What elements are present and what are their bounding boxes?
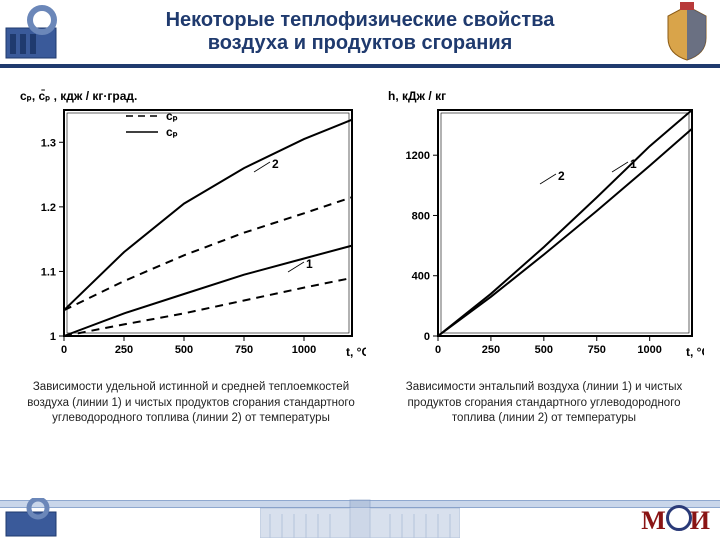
svg-text:cₚ, c̄ₚ , кдж / кг·град.: cₚ, c̄ₚ , кдж / кг·град. [20,89,137,103]
crest-logo [660,2,714,62]
svg-text:0: 0 [424,331,430,343]
mei-ring-icon [666,505,692,531]
svg-text:cₚ: cₚ [166,125,178,139]
mei-letter-m: М [641,506,668,535]
caption-left: Зависимости удельной истинной и средней … [16,380,366,427]
title-line2: воздуха и продуктов сгорания [208,32,513,54]
svg-text:1000: 1000 [637,344,661,356]
svg-text:0: 0 [61,344,67,356]
chart-cp: 0 250 500 750 1000 1 1.1 1.2 1.3 t, °C cₚ, c̄ₚ , к… [16,86,366,366]
institute-logo-footer-left [4,498,58,538]
svg-text:t, °C: t, °C [346,345,366,359]
svg-text:1: 1 [306,257,313,271]
svg-text:500: 500 [535,344,553,356]
institute-logo-left [4,4,58,60]
svg-text:2: 2 [272,157,279,171]
left-panel: 0 250 500 750 1000 1 1.1 1.2 1.3 t, °C cₚ, c̄ₚ , к… [16,86,366,492]
svg-text:250: 250 [115,344,133,356]
svg-text:1.3: 1.3 [41,137,56,149]
footer: МИ [0,494,720,540]
svg-text:t, °C: t, °C [686,345,704,359]
svg-text:400: 400 [412,271,430,283]
svg-text:500: 500 [175,344,193,356]
title-line1: Некоторые теплофизические свойства [166,9,555,31]
caption-right: Зависимости энтальпий воздуха (линии 1) … [384,380,704,427]
svg-text:1200: 1200 [406,150,430,162]
svg-text:h, кДж / кг: h, кДж / кг [388,89,446,103]
svg-text:1: 1 [50,331,56,343]
right-panel: 0 250 500 750 1000 0 400 800 1200 t, °C h, кДж / к… [384,86,704,492]
svg-text:c̄ₚ: c̄ₚ [166,109,178,123]
page-title: Некоторые теплофизические свойства возду… [166,9,555,55]
svg-text:2: 2 [558,169,565,183]
svg-text:0: 0 [435,344,441,356]
mei-letter-i: И [690,506,712,535]
header: Некоторые теплофизические свойства возду… [0,0,720,68]
svg-text:800: 800 [412,210,430,222]
svg-text:250: 250 [482,344,500,356]
svg-text:1000: 1000 [292,344,316,356]
svg-text:1: 1 [630,157,637,171]
svg-text:1.2: 1.2 [41,202,56,214]
building-logo [260,498,460,538]
svg-text:750: 750 [235,344,253,356]
content: 0 250 500 750 1000 1 1.1 1.2 1.3 t, °C cₚ, c̄ₚ , к… [0,68,720,492]
mei-logo: МИ [641,505,712,536]
chart-enthalpy: 0 250 500 750 1000 0 400 800 1200 t, °C h, кДж / к… [384,86,704,366]
svg-text:1.1: 1.1 [41,266,56,278]
svg-text:750: 750 [588,344,606,356]
